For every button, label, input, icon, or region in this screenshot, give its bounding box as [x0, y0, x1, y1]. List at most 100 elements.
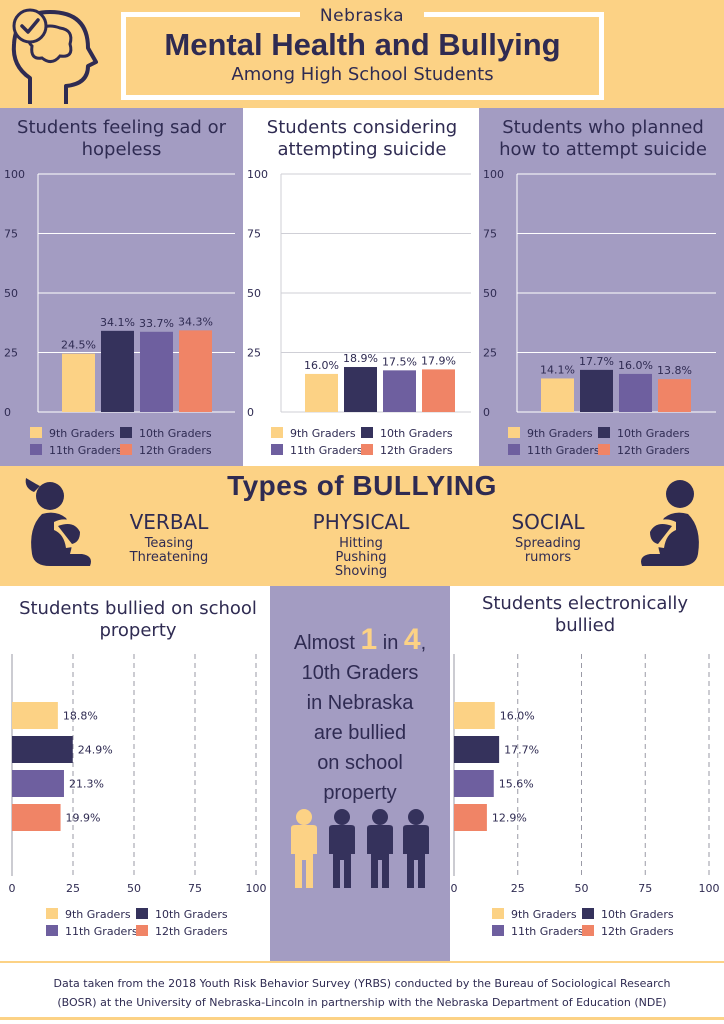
legend-label: 11th Graders — [49, 444, 122, 457]
data-label: 33.7% — [139, 317, 174, 330]
bar-12th-graders — [454, 804, 487, 831]
callout-comma: , — [420, 632, 427, 654]
legend-considering: 9th Graders 10th Graders 11th Graders 12th … — [271, 427, 471, 461]
legend-swatch — [598, 444, 610, 455]
data-label: 34.3% — [178, 315, 213, 328]
legend-label: 10th Graders — [601, 908, 674, 921]
legend-item: 10th Graders — [582, 908, 674, 921]
legend-label: 12th Graders — [601, 925, 674, 938]
chart-planned: 0 25 50 75 100 14.1% 17.7% 16.0% 13.8% — [483, 168, 716, 419]
x-tick-label: 100 — [246, 882, 267, 895]
type-verbal-desc-2: Threatening — [129, 550, 209, 565]
legend-label: 12th Graders — [139, 444, 212, 457]
callout-line-1: Almost 1 in 4, — [270, 625, 450, 658]
y-tick-label: 75 — [4, 228, 18, 241]
legend-swatch — [46, 908, 58, 919]
x-tick-label: 0 — [451, 882, 458, 895]
legend-label: 9th Graders — [65, 908, 131, 921]
crouching-person-icon-right — [630, 474, 710, 570]
data-label: 24.9% — [78, 744, 113, 757]
legend-item: 10th Graders — [598, 427, 690, 440]
legend-swatch — [492, 925, 504, 936]
bar-12th-graders — [658, 379, 691, 412]
y-tick-label: 50 — [4, 287, 18, 300]
x-tick-label: 25 — [511, 882, 525, 895]
type-physical: PHYSICAL — [312, 510, 410, 534]
legend-swatch — [582, 908, 594, 919]
legend-swatch — [598, 427, 610, 438]
legend-label: 11th Graders — [290, 444, 363, 457]
callout-line-3: in Nebraska — [306, 692, 414, 714]
legend-swatch — [46, 925, 58, 936]
bar-12th-graders — [422, 369, 455, 412]
legend-label: 11th Graders — [65, 925, 138, 938]
bar-11th-graders — [383, 370, 416, 412]
bar-12th-graders — [12, 804, 61, 831]
legend-swatch — [120, 444, 132, 455]
legend-swatch — [582, 925, 594, 936]
data-label: 17.5% — [382, 355, 417, 368]
chart-bullied-school: 0 25 50 75 100 18.8% 24.9% 21.3% 19.9% — [9, 654, 267, 895]
people-icon — [286, 808, 436, 890]
bar-9th-graders — [454, 702, 495, 729]
legend-item: 12th Graders — [136, 925, 228, 938]
y-tick-label: 100 — [4, 168, 25, 181]
person-icon-highlight — [291, 809, 317, 888]
y-tick-label: 0 — [4, 406, 11, 419]
legend-swatch — [136, 925, 148, 936]
legend-swatch — [508, 444, 520, 455]
callout-text: Almost 1 in 4, 10th Graders in Nebraska … — [270, 625, 450, 808]
data-label: 17.7% — [579, 355, 614, 368]
y-tick-label: 25 — [4, 347, 18, 360]
legend-label: 11th Graders — [511, 925, 584, 938]
bar-9th-graders — [12, 702, 58, 729]
bar-11th-graders — [140, 331, 173, 412]
bar-9th-graders — [305, 373, 338, 412]
data-label: 17.9% — [421, 354, 456, 367]
legend-swatch — [30, 427, 42, 438]
legend-label: 12th Graders — [617, 444, 690, 457]
data-label: 19.9% — [66, 812, 101, 825]
legend-swatch — [361, 427, 373, 438]
data-label: 17.7% — [504, 744, 539, 757]
y-tick-label: 75 — [483, 228, 497, 241]
chart-title-planned: Students who planned how to attempt suic… — [499, 117, 707, 160]
legend-item: 10th Graders — [136, 908, 228, 921]
page-subtitle: Among High School Students — [231, 64, 494, 85]
bar-10th-graders — [12, 736, 73, 763]
data-label: 14.1% — [540, 363, 575, 376]
bar-10th-graders — [101, 330, 134, 412]
bar-10th-graders — [344, 367, 377, 412]
y-tick-label: 25 — [247, 347, 261, 360]
legend-label: 9th Graders — [49, 427, 115, 440]
callout-panel — [270, 586, 450, 961]
footer — [0, 961, 724, 1024]
legend-swatch — [120, 427, 132, 438]
legend-swatch — [30, 444, 42, 455]
legend-swatch — [271, 444, 283, 455]
legend-swatch — [361, 444, 373, 455]
crouching-person-icon-left — [20, 474, 100, 570]
data-label: 18.8% — [63, 710, 98, 723]
x-tick-label: 50 — [127, 882, 141, 895]
chart-sad: 0 25 50 75 100 24.5% 34.1% 33.7% 34.3% — [4, 168, 235, 419]
y-tick-label: 25 — [483, 347, 497, 360]
chart-title-bullied-school: Students bullied on school property — [19, 598, 257, 641]
legend-item: 9th Graders — [271, 427, 356, 440]
chart-electronic: 0 25 50 75 100 16.0% 17.7% 15.6% 12.9% — [451, 654, 720, 895]
data-label: 16.0% — [618, 359, 653, 372]
bar-11th-graders — [12, 770, 64, 797]
x-tick-label: 100 — [699, 882, 720, 895]
bar-10th-graders — [454, 736, 500, 763]
footer-line-2: (BOSR) at the University of Nebraska-Lin… — [57, 996, 667, 1009]
x-tick-label: 0 — [9, 882, 16, 895]
legend-item: 9th Graders — [508, 427, 593, 440]
legend-label: 10th Graders — [617, 427, 690, 440]
legend-label: 12th Graders — [155, 925, 228, 938]
data-label: 34.1% — [100, 316, 135, 329]
data-label: 21.3% — [69, 778, 104, 791]
y-tick-label: 0 — [483, 406, 490, 419]
type-physical-desc-2: Pushing — [335, 550, 387, 565]
callout-line-2: 10th Graders — [301, 662, 419, 684]
x-tick-label: 50 — [575, 882, 589, 895]
